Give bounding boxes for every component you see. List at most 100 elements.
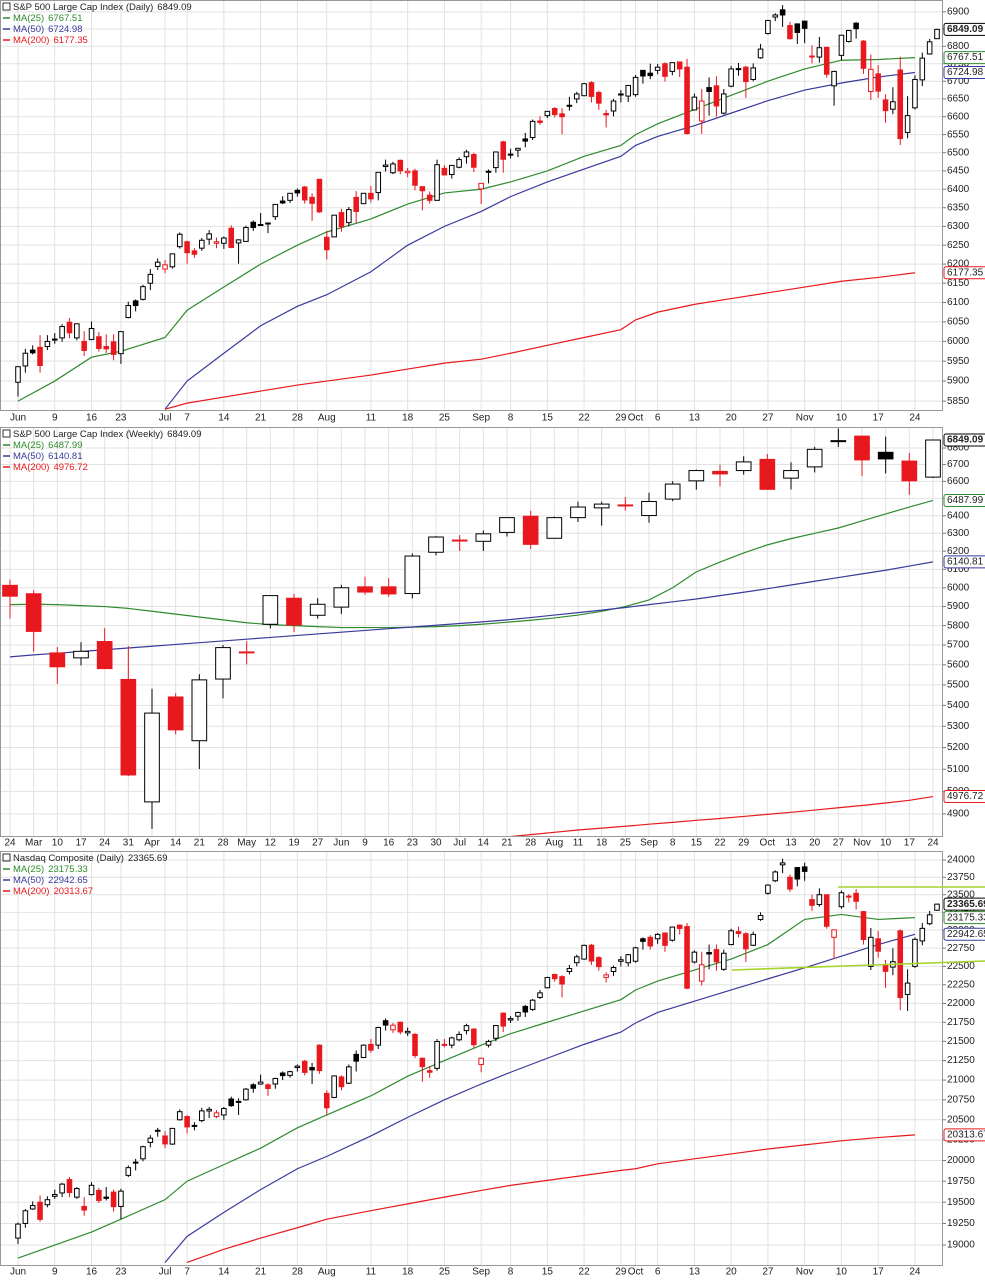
x-tick-label: Mar — [25, 838, 43, 849]
candle-body — [500, 141, 507, 160]
x-tick-label: 27 — [762, 413, 774, 424]
x-tick-label: 28 — [217, 838, 229, 849]
y-tick-label: 6400 — [947, 510, 970, 521]
candle-body — [904, 115, 911, 133]
x-tick-label: Aug — [318, 413, 336, 424]
candle-body — [286, 597, 302, 626]
candle-body — [853, 892, 859, 902]
x-tick-label: 8 — [670, 838, 676, 849]
x-tick-label: 13 — [689, 1267, 701, 1278]
candle-body — [279, 200, 286, 204]
x-tick-label: 17 — [75, 838, 87, 849]
x-tick-label: Nov — [796, 413, 814, 424]
candle-body — [397, 159, 404, 172]
value-box — [943, 51, 985, 65]
candle-body — [51, 1194, 58, 1197]
candle-body — [919, 57, 926, 81]
value-box-label: 6849.09 — [947, 435, 984, 446]
plot-layer — [15, 858, 940, 1264]
candle-body — [664, 483, 681, 500]
candle-body — [830, 440, 847, 443]
y-tick-label: 6900 — [947, 7, 970, 18]
candle-body — [404, 555, 421, 595]
candle-body — [684, 66, 690, 135]
candle-body — [559, 113, 565, 118]
plot-layer — [15, 5, 940, 410]
ma-line — [510, 795, 934, 836]
candle-body — [74, 1188, 80, 1198]
candle-body — [132, 300, 139, 307]
x-tick-label: 27 — [312, 838, 324, 849]
candle-body — [868, 68, 874, 92]
candle-body — [360, 1044, 367, 1058]
candle-body — [215, 647, 231, 680]
candle-body — [471, 154, 477, 168]
candle-body — [610, 100, 617, 112]
x-tick-label: 10 — [836, 413, 848, 424]
candle-body — [593, 503, 610, 509]
candle-body — [581, 944, 587, 960]
candle-body — [478, 182, 484, 190]
x-tick-label: 25 — [439, 1267, 451, 1278]
legend-entry: MA(50) 6140.81 — [13, 451, 83, 462]
candle-body — [728, 930, 734, 946]
y-tick-label: 6000 — [947, 336, 970, 347]
x-tick-label: 24 — [927, 838, 939, 849]
x-tick-label: 7 — [184, 413, 190, 424]
chart-title: Nasdaq Composite (Daily) 23365.69 — [13, 853, 168, 864]
x-tick-label: 8 — [508, 413, 514, 424]
y-tick-label: 22750 — [947, 943, 975, 954]
x-tick-label: 30 — [430, 838, 442, 849]
candle-body — [640, 938, 646, 942]
y-tick-label: 6300 — [947, 221, 970, 232]
candle-body — [838, 892, 845, 908]
candle-body — [382, 164, 389, 168]
candle-body — [199, 239, 205, 249]
candle-body — [735, 931, 742, 935]
candle-body — [96, 641, 113, 670]
x-tick-label: Nov — [796, 1267, 814, 1278]
candle-body — [338, 212, 345, 228]
candle-body — [154, 261, 161, 267]
y-tick-label: 19750 — [947, 1176, 975, 1187]
candle-body — [654, 933, 661, 940]
x-tick-label: 21 — [255, 413, 267, 424]
candle-body — [206, 233, 212, 240]
legend-value: 6140.81 — [48, 451, 82, 462]
candle-body — [529, 120, 536, 139]
x-tick-label: 10 — [880, 838, 892, 849]
candle-body — [823, 894, 830, 927]
candle-body — [787, 876, 793, 890]
candle-body — [368, 1043, 374, 1051]
x-tick-label: 20 — [809, 838, 821, 849]
y-tick-label: 6500 — [947, 147, 970, 158]
x-tick-label: 28 — [525, 838, 537, 849]
candle-body — [750, 67, 756, 80]
candle-body — [103, 346, 110, 350]
title-text: Nasdaq Composite (Daily) — [13, 853, 124, 864]
candle-body — [570, 506, 586, 519]
candle-body — [162, 264, 168, 270]
x-tick-label: 9 — [52, 413, 58, 424]
candle-body — [783, 470, 799, 479]
x-tick-label: Sep — [472, 1267, 490, 1278]
candle-body — [456, 1033, 462, 1041]
x-tick-label: 17 — [873, 413, 885, 424]
x-tick-label: May — [237, 838, 256, 849]
candle-body — [49, 652, 66, 668]
candle-body — [934, 28, 940, 40]
candle-body — [309, 196, 315, 204]
y-tick-label: 6600 — [947, 476, 970, 487]
legend-value: 6177.35 — [53, 35, 87, 46]
candle-body — [257, 1081, 264, 1085]
candle-body — [882, 964, 889, 972]
x-tick-label: 16 — [86, 1267, 98, 1278]
candle-body — [228, 227, 234, 248]
y-tick-label: 23750 — [947, 872, 975, 883]
candle-body — [515, 1012, 521, 1017]
legend-name: MA(200) — [13, 35, 49, 46]
candle-body — [103, 1196, 110, 1199]
candle-body — [324, 1092, 330, 1109]
y-tick-label: 19000 — [947, 1240, 975, 1251]
y-tick-label: 20000 — [947, 1155, 975, 1166]
